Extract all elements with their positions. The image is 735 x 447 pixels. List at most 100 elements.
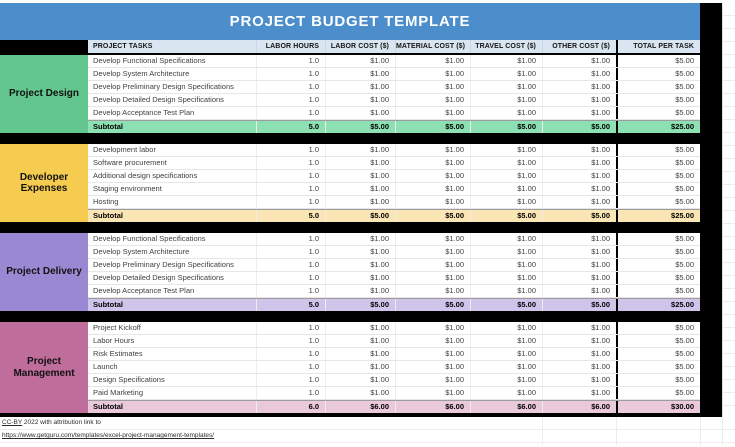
value-cell[interactable]: $1.00: [470, 183, 542, 195]
value-cell[interactable]: $1.00: [542, 322, 616, 334]
value-cell[interactable]: $1.00: [470, 157, 542, 169]
value-cell[interactable]: $5.00: [616, 157, 700, 169]
value-cell[interactable]: $5.00: [325, 299, 395, 311]
value-cell[interactable]: $1.00: [542, 259, 616, 271]
value-cell[interactable]: 5.0: [256, 210, 325, 222]
value-cell[interactable]: $1.00: [325, 183, 395, 195]
value-cell[interactable]: $1.00: [325, 387, 395, 399]
value-cell[interactable]: $1.00: [395, 387, 470, 399]
value-cell[interactable]: 1.0: [256, 246, 325, 258]
value-cell[interactable]: $5.00: [616, 348, 700, 360]
value-cell[interactable]: $1.00: [470, 170, 542, 182]
value-cell[interactable]: $1.00: [470, 68, 542, 80]
value-cell[interactable]: $1.00: [395, 233, 470, 245]
value-cell[interactable]: $1.00: [542, 285, 616, 297]
value-cell[interactable]: $5.00: [542, 210, 616, 222]
task-cell[interactable]: Risk Estimates: [93, 349, 143, 358]
value-cell[interactable]: $1.00: [542, 107, 616, 119]
value-cell[interactable]: $6.00: [395, 401, 470, 413]
value-cell[interactable]: $1.00: [542, 246, 616, 258]
value-cell[interactable]: $6.00: [470, 401, 542, 413]
value-cell[interactable]: $1.00: [542, 170, 616, 182]
value-cell[interactable]: $1.00: [325, 374, 395, 386]
column-header-other-cost[interactable]: OTHER COST ($): [542, 40, 616, 53]
value-cell[interactable]: 1.0: [256, 144, 325, 156]
value-cell[interactable]: $1.00: [470, 361, 542, 373]
value-cell[interactable]: $1.00: [325, 196, 395, 208]
value-cell[interactable]: $5.00: [616, 246, 700, 258]
value-cell[interactable]: $5.00: [616, 259, 700, 271]
value-cell[interactable]: $1.00: [325, 107, 395, 119]
value-cell[interactable]: $1.00: [542, 196, 616, 208]
value-cell[interactable]: $1.00: [470, 259, 542, 271]
value-cell[interactable]: $1.00: [395, 183, 470, 195]
value-cell[interactable]: $1.00: [325, 361, 395, 373]
value-cell[interactable]: 1.0: [256, 361, 325, 373]
task-cell[interactable]: Additional design specifications: [93, 171, 198, 180]
section-label[interactable]: Developer Expenses: [0, 144, 88, 222]
value-cell[interactable]: $5.00: [616, 81, 700, 93]
value-cell[interactable]: 1.0: [256, 68, 325, 80]
value-cell[interactable]: $1.00: [325, 348, 395, 360]
value-cell[interactable]: $5.00: [616, 196, 700, 208]
value-cell[interactable]: $5.00: [542, 121, 616, 133]
column-header-labor-cost[interactable]: LABOR COST ($): [325, 40, 395, 53]
value-cell[interactable]: $1.00: [395, 68, 470, 80]
section-label[interactable]: Project Design: [0, 55, 88, 133]
column-header-project-tasks[interactable]: PROJECT TASKS: [88, 40, 256, 53]
value-cell[interactable]: $5.00: [470, 121, 542, 133]
value-cell[interactable]: $1.00: [395, 144, 470, 156]
value-cell[interactable]: $5.00: [616, 322, 700, 334]
value-cell[interactable]: $5.00: [470, 299, 542, 311]
value-cell[interactable]: $1.00: [325, 259, 395, 271]
value-cell[interactable]: 5.0: [256, 299, 325, 311]
value-cell[interactable]: $1.00: [395, 259, 470, 271]
value-cell[interactable]: $1.00: [325, 246, 395, 258]
value-cell[interactable]: $5.00: [616, 233, 700, 245]
task-cell[interactable]: Develop System Architecture: [93, 247, 190, 256]
task-cell[interactable]: Develop System Architecture: [93, 69, 190, 78]
value-cell[interactable]: $1.00: [470, 144, 542, 156]
value-cell[interactable]: 1.0: [256, 157, 325, 169]
value-cell[interactable]: 1.0: [256, 335, 325, 347]
value-cell[interactable]: $1.00: [395, 157, 470, 169]
value-cell[interactable]: $1.00: [542, 68, 616, 80]
value-cell[interactable]: $1.00: [470, 196, 542, 208]
value-cell[interactable]: 1.0: [256, 107, 325, 119]
value-cell[interactable]: $1.00: [395, 335, 470, 347]
value-cell[interactable]: 1.0: [256, 348, 325, 360]
value-cell[interactable]: $5.00: [395, 299, 470, 311]
value-cell[interactable]: $1.00: [395, 322, 470, 334]
value-cell[interactable]: $1.00: [542, 157, 616, 169]
value-cell[interactable]: $1.00: [470, 285, 542, 297]
value-cell[interactable]: $1.00: [395, 272, 470, 284]
value-cell[interactable]: $5.00: [616, 272, 700, 284]
value-cell[interactable]: $1.00: [395, 285, 470, 297]
task-cell[interactable]: Paid Marketing: [93, 388, 144, 397]
value-cell[interactable]: $5.00: [616, 144, 700, 156]
value-cell[interactable]: $1.00: [470, 81, 542, 93]
value-cell[interactable]: $1.00: [470, 272, 542, 284]
task-cell[interactable]: Develop Acceptance Test Plan: [93, 108, 195, 117]
value-cell[interactable]: $1.00: [470, 246, 542, 258]
value-cell[interactable]: $1.00: [395, 55, 470, 67]
value-cell[interactable]: 1.0: [256, 81, 325, 93]
value-cell[interactable]: $5.00: [616, 107, 700, 119]
value-cell[interactable]: 1.0: [256, 374, 325, 386]
task-cell[interactable]: Develop Functional Specifications: [93, 56, 206, 65]
section-label[interactable]: Project Delivery: [0, 233, 88, 311]
value-cell[interactable]: $5.00: [395, 210, 470, 222]
value-cell[interactable]: $5.00: [616, 94, 700, 106]
value-cell[interactable]: $1.00: [395, 81, 470, 93]
task-cell[interactable]: Develop Acceptance Test Plan: [93, 286, 195, 295]
section-label[interactable]: Project Management: [0, 322, 88, 413]
value-cell[interactable]: $1.00: [325, 285, 395, 297]
value-cell[interactable]: 1.0: [256, 183, 325, 195]
value-cell[interactable]: $1.00: [542, 387, 616, 399]
value-cell[interactable]: $1.00: [325, 68, 395, 80]
value-cell[interactable]: $1.00: [325, 144, 395, 156]
value-cell[interactable]: 1.0: [256, 196, 325, 208]
task-cell[interactable]: Develop Detailed Design Specifications: [93, 273, 224, 282]
value-cell[interactable]: $1.00: [325, 322, 395, 334]
value-cell[interactable]: $1.00: [325, 157, 395, 169]
